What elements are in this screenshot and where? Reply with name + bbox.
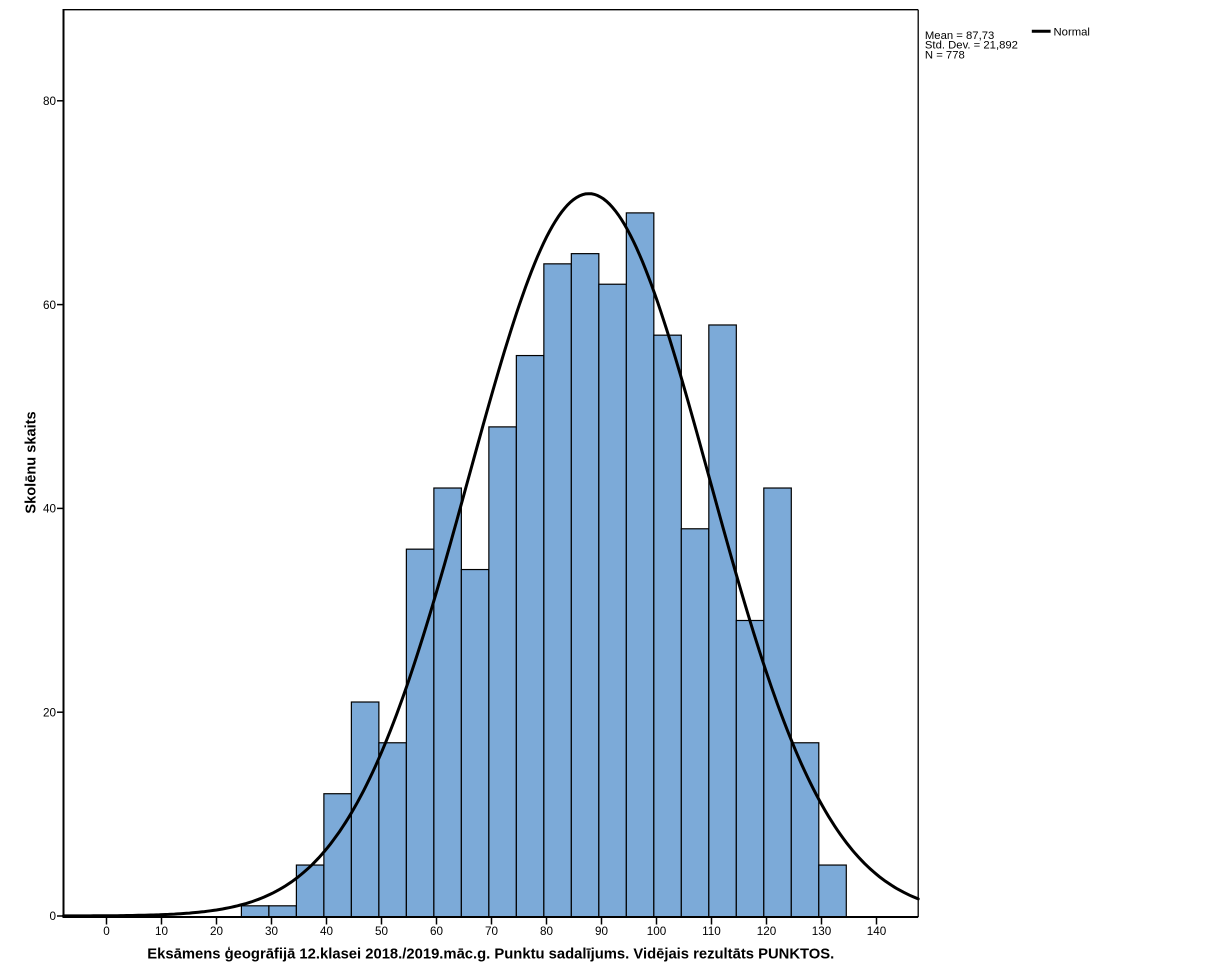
svg-text:80: 80 bbox=[540, 925, 554, 938]
svg-text:70: 70 bbox=[485, 925, 499, 938]
svg-text:Eksāmens ģeogrāfijā 12.klasei: Eksāmens ģeogrāfijā 12.klasei 2018./2019… bbox=[147, 947, 834, 963]
svg-text:80: 80 bbox=[43, 95, 57, 108]
svg-text:20: 20 bbox=[43, 706, 57, 719]
svg-text:40: 40 bbox=[320, 925, 334, 938]
svg-text:Mean = 87,73: Mean = 87,73 bbox=[925, 30, 994, 42]
svg-text:60: 60 bbox=[43, 299, 57, 312]
svg-text:0: 0 bbox=[49, 910, 56, 923]
svg-text:N = 778: N = 778 bbox=[925, 50, 965, 62]
svg-text:Normal: Normal bbox=[1054, 26, 1090, 38]
svg-text:90: 90 bbox=[595, 925, 609, 938]
svg-text:100: 100 bbox=[647, 925, 667, 938]
svg-text:110: 110 bbox=[702, 925, 721, 938]
svg-text:40: 40 bbox=[43, 503, 57, 516]
svg-text:30: 30 bbox=[265, 925, 279, 938]
svg-text:130: 130 bbox=[812, 925, 832, 938]
svg-text:120: 120 bbox=[757, 925, 777, 938]
svg-text:50: 50 bbox=[375, 925, 389, 938]
svg-text:140: 140 bbox=[867, 925, 887, 938]
svg-text:Std. Dev. = 21,892: Std. Dev. = 21,892 bbox=[925, 40, 1018, 52]
svg-text:10: 10 bbox=[155, 925, 169, 938]
svg-text:60: 60 bbox=[430, 925, 444, 938]
svg-text:0: 0 bbox=[103, 925, 110, 938]
svg-text:20: 20 bbox=[210, 925, 224, 938]
svg-text:Skolēnu skaits: Skolēnu skaits bbox=[24, 411, 40, 513]
